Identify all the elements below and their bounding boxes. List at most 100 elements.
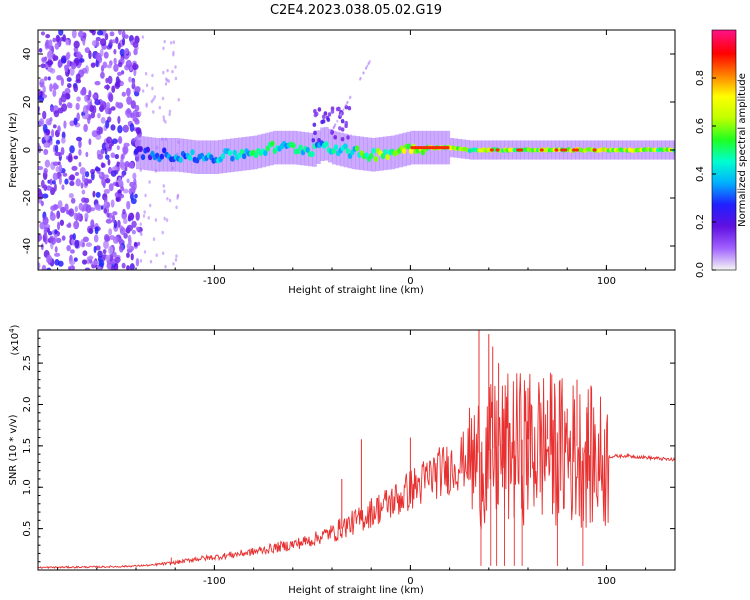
spectrogram-noise-point	[115, 101, 119, 108]
spectrogram-noise-point	[103, 51, 109, 59]
spectrogram-noise-point	[44, 226, 48, 231]
spectrogram-noise-point	[51, 180, 56, 185]
colorbar-segment	[712, 52, 736, 55]
spectrogram-noise-point	[126, 96, 132, 105]
spectrogram-noise-point	[84, 171, 90, 178]
spectrogram-noise-point	[111, 39, 116, 44]
colorbar-segment	[712, 184, 736, 187]
spectrogram-noise-point	[113, 57, 117, 65]
colorbar-segment	[712, 242, 736, 245]
spectrogram-branch-point	[333, 135, 337, 140]
colorbar-segment	[712, 104, 736, 107]
spectrogram-noise-point	[70, 249, 75, 254]
spectrogram-halo-cell	[328, 128, 333, 163]
colorbar-segment	[712, 32, 736, 35]
colorbar-segment	[712, 110, 736, 113]
colorbar-segment	[712, 30, 736, 33]
spectrogram-noise-point	[78, 140, 82, 149]
colorbar-tick-label: 0.0	[695, 262, 706, 278]
spectrogram-noise-point	[122, 188, 129, 194]
spectrogram-noise-point	[65, 52, 70, 61]
spectrogram-noise-point	[79, 58, 85, 63]
spectrogram-noise-point	[54, 252, 61, 257]
spectrogram-noise-point	[172, 40, 176, 45]
spectrogram-noise-point	[89, 105, 95, 113]
spectrogram-noise-point	[162, 70, 165, 75]
spectrogram-noise-point	[117, 176, 122, 186]
spectrogram-noise-point	[71, 30, 77, 39]
spectrogram-peak-point	[442, 146, 447, 150]
spectrogram-noise-point	[135, 127, 142, 135]
colorbar-segment	[712, 168, 736, 171]
spectrogram-noise-point	[108, 143, 113, 150]
spectrogram-noise-point	[141, 89, 145, 93]
spectrogram-noise-point	[78, 202, 84, 211]
spectrogram-peak-point	[575, 148, 579, 152]
colorbar-segment	[712, 266, 736, 269]
spectrogram-wisp-point	[334, 123, 337, 127]
spectrogram-peak-point	[428, 146, 432, 150]
spectrogram-noise-point	[108, 245, 114, 255]
spectrogram-halo-cell	[194, 140, 200, 174]
colorbar-segment	[712, 256, 736, 259]
spectrogram-signal-point	[310, 151, 315, 158]
spectrogram-noise-point	[143, 210, 146, 214]
spectrogram-signal-point	[270, 140, 275, 147]
spectrogram-noise-point	[166, 68, 169, 73]
spectrogram-noise-point	[66, 244, 71, 252]
spectrogram-signal-point	[401, 147, 407, 154]
spectrogram-noise-point	[72, 233, 76, 241]
y-tick-label: 1.5	[22, 438, 33, 454]
spectrogram-noise-point	[141, 35, 145, 39]
spectrogram-noise-point	[126, 178, 130, 184]
spectrogram-noise-point	[58, 164, 63, 173]
colorbar-ticks: 0.0 0.2 0.4 0.6 0.8	[695, 70, 716, 278]
spectrogram-noise-point	[176, 196, 179, 200]
spectrogram-branch-point	[330, 109, 335, 114]
y-tick-label: 1.0	[22, 479, 33, 495]
spectrogram-noise-point	[102, 61, 108, 69]
spectrogram-noise-point	[73, 40, 80, 49]
spectrogram-peak-point	[445, 146, 450, 150]
spectrogram-signal-point	[291, 142, 296, 149]
colorbar-segment	[712, 82, 736, 85]
spectrogram-noise-point	[102, 248, 107, 255]
spectrogram-peak-point	[560, 148, 565, 152]
spectrogram-noise-point	[58, 176, 62, 185]
colorbar-frame	[711, 29, 737, 271]
colorbar-segment	[712, 134, 736, 137]
spectrogram-noise-point	[84, 267, 91, 270]
spectrogram-noise-point	[94, 167, 101, 172]
spectrogram-noise-point	[77, 212, 81, 221]
spectrogram-noise-point	[60, 94, 67, 103]
spectrogram-noise-point	[127, 234, 132, 243]
colorbar-segment	[712, 60, 736, 63]
spectrogram-noise-point	[172, 262, 175, 266]
spectrogram-noise-point	[54, 151, 61, 156]
spectrogram-noise-point	[57, 60, 62, 69]
colorbar-segment	[712, 194, 736, 197]
spectrogram-noise-point	[129, 181, 135, 188]
colorbar-segment	[712, 92, 736, 95]
colorbar-segment	[712, 98, 736, 101]
colorbar-segment	[712, 122, 736, 125]
spectrogram-noise-point	[166, 196, 169, 201]
spectrogram-noise-point	[52, 172, 58, 181]
spectrogram-noise-point	[121, 173, 125, 178]
colorbar-segment	[712, 182, 736, 185]
spectrogram-branch-point	[313, 112, 318, 118]
spectrogram-noise-point	[92, 190, 96, 198]
spectrogram-noise-point	[89, 30, 95, 34]
spectrogram-noise-point	[61, 235, 66, 241]
spectrogram-noise-point	[126, 224, 133, 232]
spectrogram-peak-point	[516, 148, 521, 152]
spectrogram-noise-point	[56, 74, 63, 81]
spectrogram-noise-point	[126, 265, 130, 270]
spectrogram-noise-point	[75, 136, 83, 142]
spectrogram-noise-point	[111, 138, 118, 144]
spectrogram-noise-point	[97, 250, 103, 258]
spectrogram-noise-point	[129, 123, 135, 132]
colorbar-segment	[712, 70, 736, 73]
x-tick-label: -100	[203, 576, 226, 587]
spectrogram-noise-point	[64, 64, 69, 73]
